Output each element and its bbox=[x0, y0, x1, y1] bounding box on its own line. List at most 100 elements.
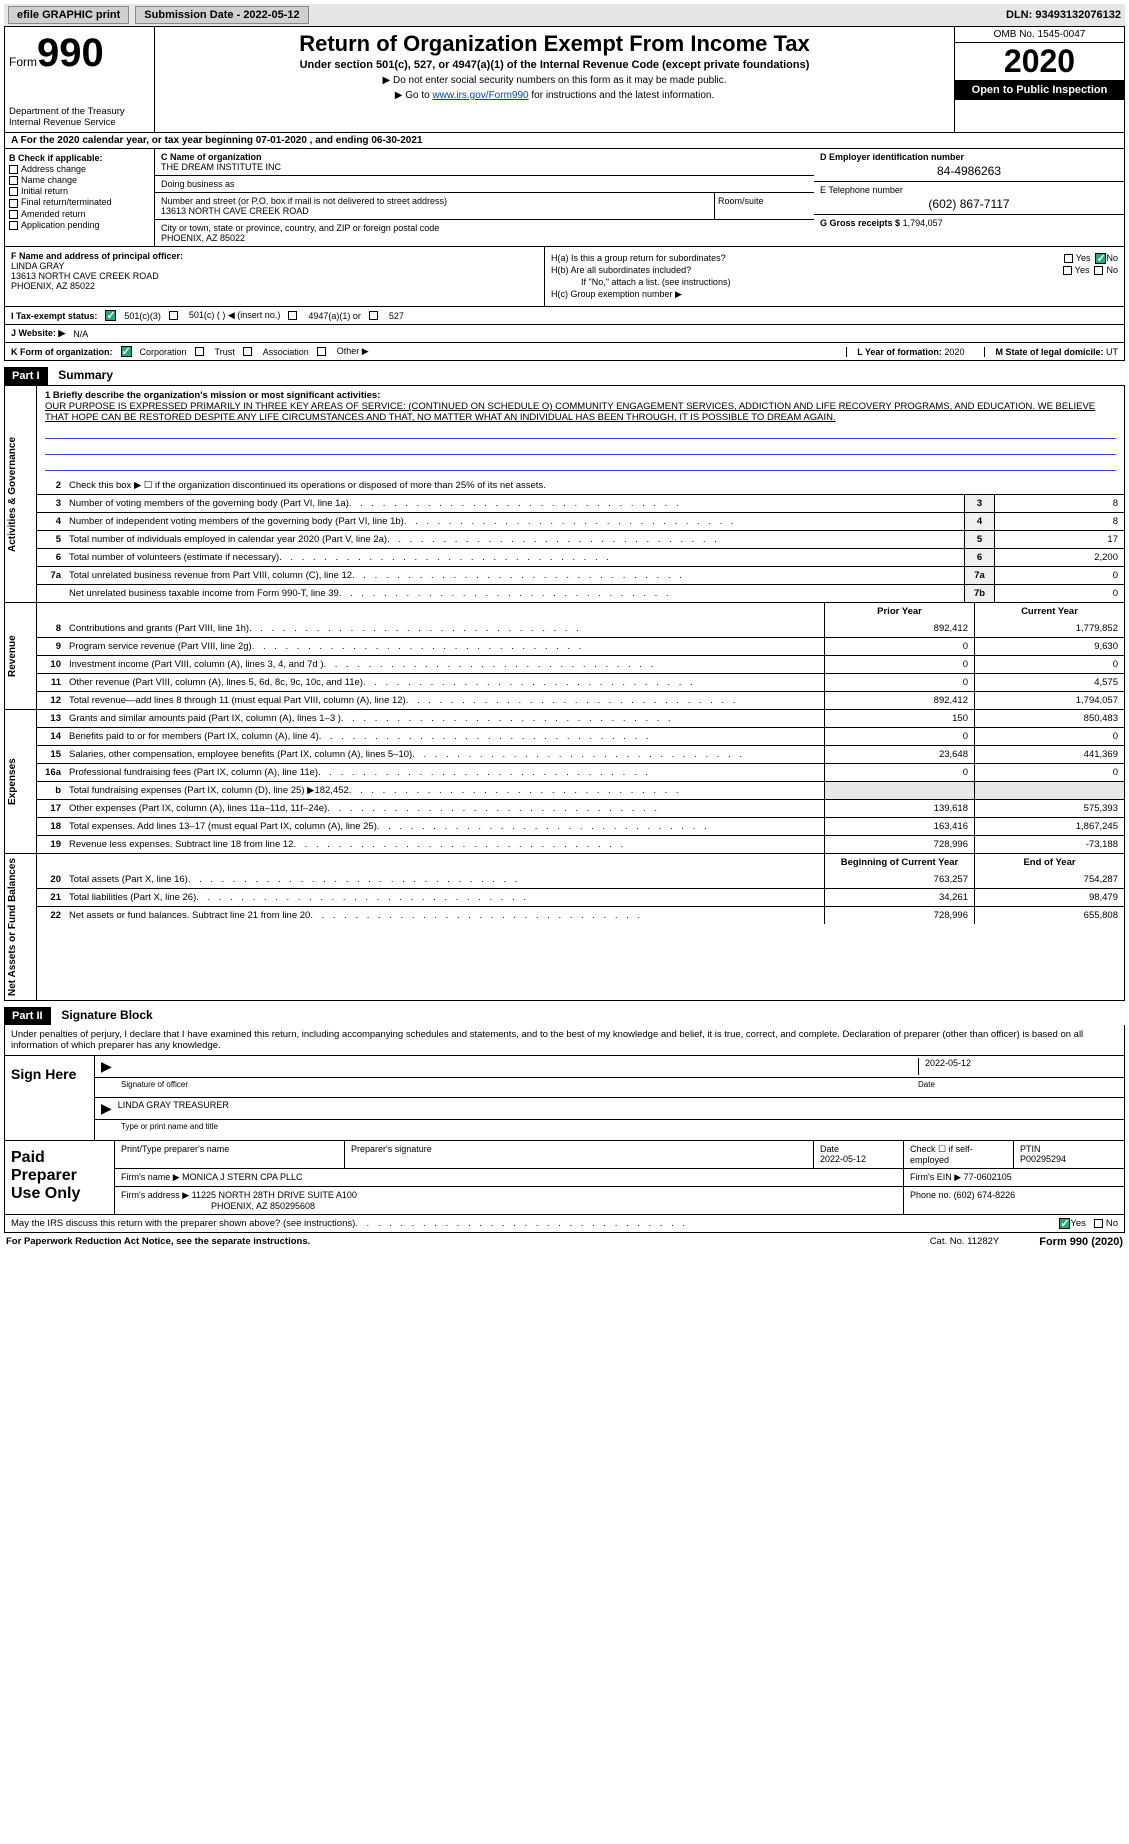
year-header-net: Beginning of Current Year End of Year bbox=[37, 854, 1124, 871]
end-year-label: End of Year bbox=[974, 854, 1124, 871]
state-domicile: UT bbox=[1106, 347, 1118, 357]
underline-3 bbox=[45, 457, 1116, 471]
hb-row: H(b) Are all subordinates included? Yes … bbox=[551, 265, 1118, 275]
ha-label: H(a) Is this a group return for subordin… bbox=[551, 253, 726, 263]
exp-row-18: 18Total expenses. Add lines 13–17 (must … bbox=[37, 818, 1124, 836]
address-row: Number and street (or P.O. box if mail i… bbox=[155, 193, 814, 219]
underline-2 bbox=[45, 441, 1116, 455]
type-name-label: Type or print name and title bbox=[121, 1122, 218, 1138]
chk-527[interactable] bbox=[369, 311, 378, 320]
firm-ein-cell: Firm's EIN ▶ 77-0602105 bbox=[904, 1169, 1124, 1186]
chk-name-change[interactable]: Name change bbox=[9, 175, 150, 185]
chk-application-pending[interactable]: Application pending bbox=[9, 220, 150, 230]
sig-row-1-labels: Signature of officer Date bbox=[95, 1078, 1124, 1098]
chk-address-change[interactable]: Address change bbox=[9, 164, 150, 174]
addr-value: 13613 NORTH CAVE CREEK ROAD bbox=[161, 206, 708, 216]
firm-addr-cell: Firm's address ▶ 11225 NORTH 28TH DRIVE … bbox=[115, 1187, 904, 1214]
sig-date: 2022-05-12 bbox=[918, 1058, 1118, 1075]
section-b: B Check if applicable: Address change Na… bbox=[5, 149, 155, 246]
form-subtitle: Under section 501(c), 527, or 4947(a)(1)… bbox=[163, 59, 946, 71]
firm-name-cell: Firm's name ▶ MONICA J STERN CPA PLLC bbox=[115, 1169, 904, 1186]
chk-corporation[interactable] bbox=[121, 346, 132, 357]
block-bcd: B Check if applicable: Address change Na… bbox=[4, 149, 1125, 247]
hc-row: H(c) Group exemption number ▶ bbox=[551, 289, 1118, 300]
discuss-no-chk[interactable] bbox=[1094, 1219, 1103, 1228]
exp-row-13: 13Grants and similar amounts paid (Part … bbox=[37, 710, 1124, 728]
chk-4947[interactable] bbox=[288, 311, 297, 320]
hb-yes-chk[interactable] bbox=[1063, 266, 1072, 275]
prior-year-label: Prior Year bbox=[824, 603, 974, 620]
year-header-rev: Prior Year Current Year bbox=[37, 603, 1124, 620]
chk-initial-return[interactable]: Initial return bbox=[9, 186, 150, 196]
signature-rows: ▶ 2022-05-12 Signature of officer Date ▶… bbox=[95, 1056, 1124, 1140]
efile-print-button[interactable]: efile GRAPHIC print bbox=[8, 6, 129, 24]
chk-trust[interactable] bbox=[195, 347, 204, 356]
rev-row-9: 9Program service revenue (Part VIII, lin… bbox=[37, 638, 1124, 656]
net-row-21: 21Total liabilities (Part X, line 26)34,… bbox=[37, 889, 1124, 907]
block-fh: F Name and address of principal officer:… bbox=[4, 247, 1125, 307]
form990-link[interactable]: www.irs.gov/Form990 bbox=[432, 90, 528, 101]
ptin-cell: PTINP00295294 bbox=[1014, 1141, 1124, 1168]
gross-label: G Gross receipts $ bbox=[820, 218, 900, 228]
net-row-20: 20Total assets (Part X, line 16)763,2577… bbox=[37, 871, 1124, 889]
side-governance: Activities & Governance bbox=[5, 386, 37, 602]
part1-title: Summary bbox=[50, 365, 121, 385]
topbar: efile GRAPHIC print Submission Date - 20… bbox=[4, 4, 1125, 26]
cat-number: Cat. No. 11282Y bbox=[930, 1236, 1000, 1248]
ha-yes-chk[interactable] bbox=[1064, 254, 1073, 263]
rev-row-8: 8Contributions and grants (Part VIII, li… bbox=[37, 620, 1124, 638]
gov-row-7a: 7aTotal unrelated business revenue from … bbox=[37, 567, 1124, 585]
begin-year-label: Beginning of Current Year bbox=[824, 854, 974, 871]
sig-row-2: ▶ LINDA GRAY TREASURER bbox=[95, 1098, 1124, 1120]
dept-treasury: Department of the Treasury bbox=[9, 106, 150, 117]
submission-date-button[interactable]: Submission Date - 2022-05-12 bbox=[135, 6, 308, 24]
chk-amended-return[interactable]: Amended return bbox=[9, 209, 150, 219]
chk-final-return[interactable]: Final return/terminated bbox=[9, 197, 150, 207]
header-left: Form990 Department of the Treasury Inter… bbox=[5, 27, 155, 132]
prep-row-1: Print/Type preparer's name Preparer's si… bbox=[115, 1141, 1124, 1169]
officer-printed-name: LINDA GRAY TREASURER bbox=[118, 1100, 229, 1117]
chk-501c3[interactable] bbox=[105, 310, 116, 321]
hb-no-chk[interactable] bbox=[1094, 266, 1103, 275]
revenue-body: Prior Year Current Year 8Contributions a… bbox=[37, 603, 1124, 709]
chk-association[interactable] bbox=[243, 347, 252, 356]
gov-row-3: 3Number of voting members of the governi… bbox=[37, 495, 1124, 513]
row-j: J Website: ▶ N/A bbox=[5, 325, 1124, 343]
sig-row-1: ▶ 2022-05-12 bbox=[95, 1056, 1124, 1078]
sign-here-label: Sign Here bbox=[5, 1056, 95, 1140]
exp-row-15: 15Salaries, other compensation, employee… bbox=[37, 746, 1124, 764]
k-label: K Form of organization: bbox=[11, 347, 113, 357]
signature-block: Sign Here ▶ 2022-05-12 Signature of offi… bbox=[4, 1056, 1125, 1141]
paid-preparer-rows: Print/Type preparer's name Preparer's si… bbox=[115, 1141, 1124, 1214]
rev-row-12: 12Total revenue—add lines 8 through 11 (… bbox=[37, 692, 1124, 709]
org-name-row: C Name of organization THE DREAM INSTITU… bbox=[155, 149, 814, 176]
year-formation: 2020 bbox=[944, 347, 964, 357]
part1-expenses: Expenses 13Grants and similar amounts pa… bbox=[4, 710, 1125, 854]
chk-501c[interactable] bbox=[169, 311, 178, 320]
discuss-text: May the IRS discuss this return with the… bbox=[11, 1218, 355, 1229]
open-public-badge: Open to Public Inspection bbox=[955, 80, 1124, 100]
i-label: I Tax-exempt status: bbox=[11, 311, 97, 321]
ha-no-chk[interactable] bbox=[1095, 253, 1106, 264]
city-row: City or town, state or province, country… bbox=[155, 219, 814, 246]
mission-text: OUR PURPOSE IS EXPRESSED PRIMARILY IN TH… bbox=[45, 401, 1095, 423]
goto-instructions: ▶ Go to www.irs.gov/Form990 for instruct… bbox=[163, 90, 946, 101]
officer-name: LINDA GRAY bbox=[11, 261, 538, 271]
ein-row: D Employer identification number 84-4986… bbox=[814, 149, 1124, 182]
part1-netassets: Net Assets or Fund Balances Beginning of… bbox=[4, 854, 1125, 1001]
j-label: J Website: ▶ bbox=[11, 328, 65, 339]
prep-sig-label: Preparer's signature bbox=[345, 1141, 814, 1168]
row-k: K Form of organization: Corporation Trus… bbox=[5, 343, 1124, 360]
website-value: N/A bbox=[73, 329, 88, 339]
phone-row: E Telephone number (602) 867-7117 bbox=[814, 182, 1124, 215]
chk-other[interactable] bbox=[317, 347, 326, 356]
rev-row-10: 10Investment income (Part VIII, column (… bbox=[37, 656, 1124, 674]
part2-badge: Part II bbox=[4, 1007, 51, 1025]
part1-body: Activities & Governance 1 Briefly descri… bbox=[4, 385, 1125, 603]
rows-ijk: I Tax-exempt status: 501(c)(3) 501(c) ( … bbox=[4, 307, 1125, 361]
city-label: City or town, state or province, country… bbox=[161, 223, 808, 233]
gov-row-6: 6Total number of volunteers (estimate if… bbox=[37, 549, 1124, 567]
dba-row: Doing business as bbox=[155, 176, 814, 193]
org-name: THE DREAM INSTITUTE INC bbox=[161, 162, 808, 172]
discuss-yes-chk[interactable] bbox=[1059, 1218, 1070, 1229]
